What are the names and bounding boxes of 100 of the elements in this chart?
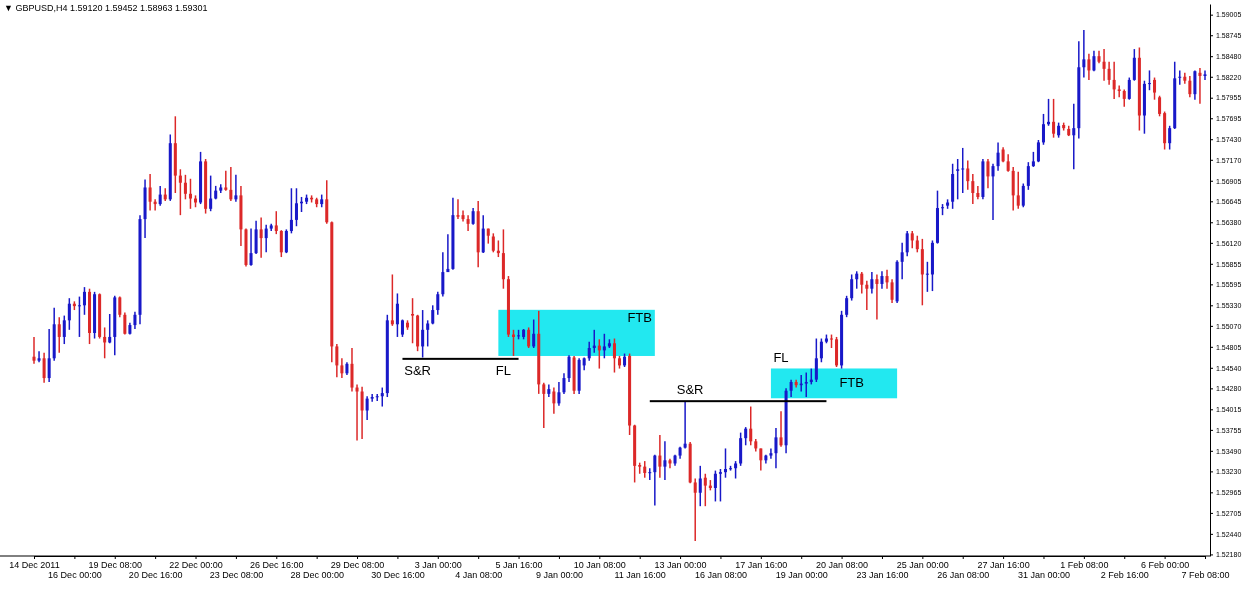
candlestick: [158, 185, 162, 207]
x-tick-label: 20 Dec 16:00: [128, 570, 183, 581]
candlestick: [774, 427, 778, 469]
candlestick: [905, 230, 909, 258]
candlestick: [380, 386, 384, 408]
annotation: FL: [495, 362, 511, 378]
candlestick: [32, 336, 36, 365]
candlestick: [885, 268, 889, 290]
candlestick: [350, 347, 354, 393]
candlestick: [224, 170, 228, 192]
candlestick: [1132, 48, 1136, 82]
x-tick-label: 6 Feb 00:00: [1141, 560, 1190, 571]
candlestick: [325, 179, 329, 225]
candlestick: [759, 447, 763, 472]
candlestick: [491, 232, 495, 254]
candlestick: [542, 382, 546, 429]
x-tick-label: 1 Feb 08:00: [1060, 560, 1109, 571]
x-tick-label: 28 Dec 00:00: [290, 570, 344, 581]
x-tick-label: 20 Jan 08:00: [816, 560, 869, 571]
candlestick: [875, 273, 879, 321]
candlestick: [683, 401, 687, 450]
candlestick: [925, 261, 929, 293]
candlestick: [148, 173, 152, 212]
candlestick: [395, 292, 399, 338]
candlestick: [814, 337, 818, 383]
candlestick: [47, 328, 51, 383]
x-tick-label: 16 Jan 08:00: [694, 570, 747, 581]
candlestick: [355, 383, 359, 442]
candlestick: [1107, 60, 1111, 86]
candlestick: [976, 185, 980, 201]
candlestick: [845, 295, 849, 318]
candlestick: [769, 447, 773, 460]
x-tick-label: 25 Jan 00:00: [896, 560, 949, 571]
candlestick: [188, 178, 192, 210]
candlestick: [956, 158, 960, 201]
candlestick: [284, 228, 288, 254]
x-tick-label: 22 Dec 00:00: [169, 560, 223, 571]
candlestick: [411, 297, 415, 345]
candlestick: [532, 318, 536, 349]
candlestick: [229, 166, 233, 202]
candlestick: [1016, 170, 1020, 210]
candlestick: [890, 278, 894, 304]
annotation: S&R: [404, 362, 431, 378]
x-tick-label: 30 Dec 16:00: [371, 570, 425, 581]
x-tick-label: 23 Dec 08:00: [209, 570, 264, 581]
candlestick: [1203, 69, 1207, 81]
candlestick: [527, 326, 531, 349]
x-tick-label: 27 Jan 16:00: [977, 560, 1030, 571]
candlestick: [1153, 76, 1157, 101]
candlestick: [1041, 113, 1045, 146]
candlestick: [340, 357, 344, 379]
candlestick: [723, 447, 728, 479]
candlestick: [996, 141, 1000, 172]
candlestick: [1112, 60, 1116, 100]
candlestick: [1082, 29, 1086, 79]
candlestick: [562, 372, 566, 395]
candlestick: [961, 147, 965, 194]
candlestick: [234, 174, 238, 203]
candlestick: [1026, 161, 1030, 191]
candlestick: [123, 311, 127, 336]
candlestick: [865, 280, 869, 311]
annotation: FL: [773, 350, 789, 366]
candlestick: [804, 371, 808, 398]
candlestick: [966, 159, 970, 191]
candlestick: [870, 271, 874, 295]
candlestick: [1198, 67, 1202, 105]
candlestick: [466, 214, 470, 232]
candlestick: [1127, 76, 1131, 101]
candlestick: [375, 393, 379, 402]
candlestick: [819, 337, 823, 363]
candlestick: [1188, 75, 1192, 99]
candlestick: [850, 273, 854, 302]
candlestick: [456, 198, 460, 220]
candlestick: [567, 354, 571, 383]
candlestick: [1052, 98, 1056, 139]
candlestick: [37, 350, 41, 363]
candlestick: [1021, 182, 1025, 208]
candlestick: [360, 386, 364, 440]
candlestick: [557, 381, 561, 407]
x-tick-label: 14 Dec 2011: [9, 560, 60, 571]
annotation: FTB: [839, 375, 864, 391]
candlestick: [653, 454, 657, 507]
candlestick: [1072, 102, 1076, 171]
candlestick: [1158, 94, 1162, 118]
candlestick: [183, 174, 187, 201]
candlestick: [249, 227, 253, 267]
candlestick: [713, 469, 717, 503]
candlestick: [552, 386, 556, 415]
candlestick: [67, 297, 71, 331]
candlestick: [991, 163, 995, 221]
x-tick-label: 31 Jan 00:00: [1017, 570, 1071, 581]
candlestick: [426, 319, 430, 348]
candlestick: [602, 333, 606, 360]
candlestick: [441, 251, 445, 298]
annotation: S&R: [676, 382, 704, 398]
candlestick: [1087, 53, 1091, 81]
candlestick: [744, 426, 748, 447]
x-tick-label: 23 Jan 16:00: [856, 570, 909, 581]
candlestick: [481, 214, 485, 254]
candlestick: [436, 291, 440, 316]
